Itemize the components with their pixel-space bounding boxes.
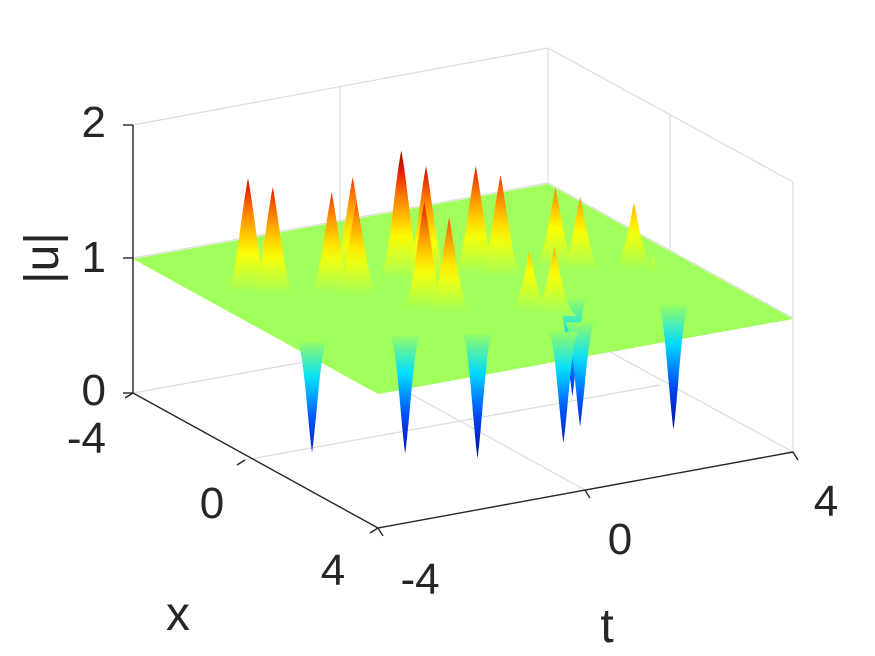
surface-peak	[400, 202, 448, 313]
t-axis-tick-label: -4	[400, 555, 439, 604]
surface-peak	[556, 196, 604, 274]
x-axis-label: x	[166, 588, 190, 641]
surface-peak	[630, 252, 677, 278]
surface-peak	[452, 166, 500, 277]
t-axis-tick-label: 0	[608, 515, 632, 564]
x-axis-tick-label: 4	[321, 546, 345, 595]
surface-peak	[224, 178, 272, 295]
surface-dip	[388, 335, 422, 454]
t-axis-tick-label: 4	[814, 477, 838, 526]
surface-mesh	[133, 150, 793, 459]
surface-peak	[532, 187, 579, 271]
surface-peak	[610, 202, 658, 273]
surface-peak	[477, 175, 524, 279]
surface-dip	[547, 332, 580, 444]
z-tick-label: 1	[82, 233, 106, 282]
surface-peak	[249, 187, 297, 298]
x-axis-tick-label: -4	[67, 414, 106, 463]
surface-peak	[425, 217, 473, 315]
plot-axes	[123, 124, 799, 537]
surface-dip	[657, 305, 690, 430]
z-axis-label: |u|	[16, 232, 69, 284]
z-tick-label: 2	[82, 98, 106, 147]
surface-peak	[308, 192, 356, 296]
surface-peak	[333, 201, 380, 298]
t-axis-label: t	[600, 600, 613, 653]
surface-dip	[295, 341, 329, 453]
z-tick-label: 0	[82, 366, 106, 415]
surface-peak	[506, 250, 554, 314]
surface-dip	[461, 334, 494, 459]
surface-peak	[377, 150, 425, 281]
surface-peak	[531, 245, 578, 316]
x-axis-tick-label: 0	[200, 479, 224, 528]
